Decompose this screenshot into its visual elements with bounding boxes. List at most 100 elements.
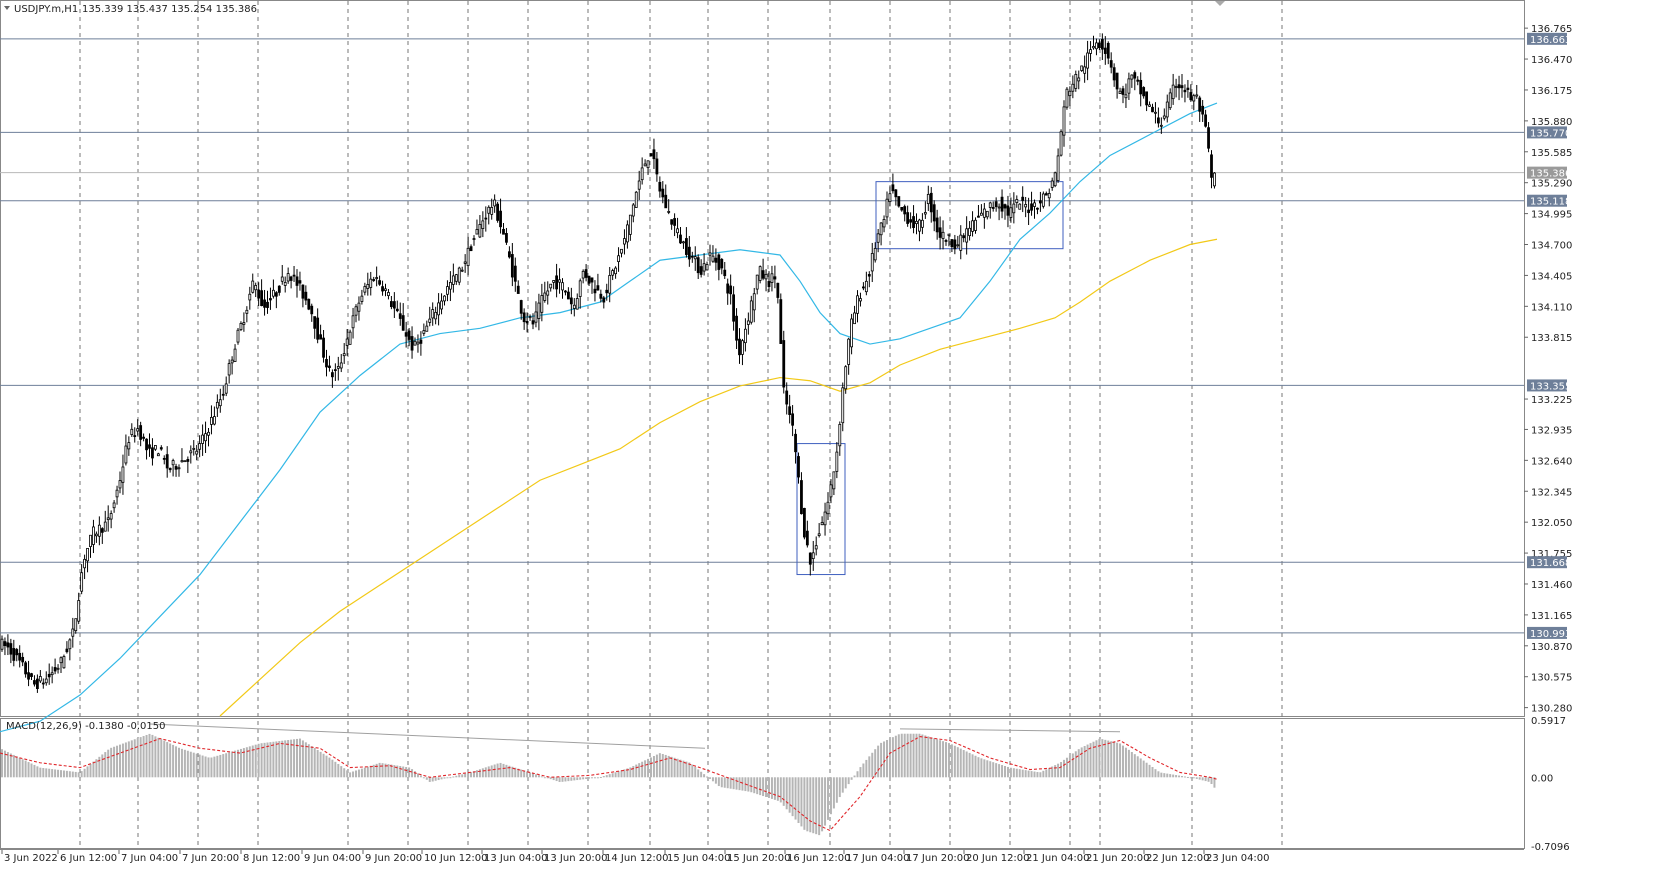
macd-histogram-bar bbox=[1068, 755, 1071, 778]
macd-histogram-bar bbox=[1124, 747, 1127, 778]
macd-histogram-bar bbox=[1122, 745, 1124, 778]
macd-histogram-bar bbox=[652, 756, 655, 778]
macd-histogram-bar bbox=[337, 763, 340, 778]
macd-histogram-bar bbox=[924, 735, 927, 778]
macd-histogram-bar bbox=[1039, 772, 1042, 778]
bull-candle bbox=[758, 266, 762, 281]
symbol-dropdown-icon[interactable] bbox=[4, 6, 10, 10]
bull-candle bbox=[617, 255, 620, 263]
bear-candle bbox=[1183, 89, 1187, 93]
macd-histogram-bar bbox=[1006, 766, 1009, 778]
bull-candle bbox=[741, 340, 744, 355]
bull-candle bbox=[608, 275, 612, 294]
macd-histogram-bar bbox=[101, 754, 104, 778]
bull-candle bbox=[38, 676, 42, 682]
macd-histogram-bar bbox=[1086, 744, 1089, 778]
bull-candle bbox=[578, 280, 582, 297]
macd-histogram-bar bbox=[1021, 769, 1024, 778]
bear-candle bbox=[909, 219, 912, 223]
macd-histogram-bar bbox=[738, 777, 741, 791]
bear-candle bbox=[805, 530, 809, 546]
bull-candle bbox=[74, 618, 78, 632]
macd-histogram-bar bbox=[484, 767, 487, 778]
macd-tick-label: 0.00 bbox=[1531, 773, 1553, 784]
bear-candle bbox=[655, 158, 659, 175]
bear-candle bbox=[679, 234, 682, 244]
bull-candle bbox=[879, 222, 883, 236]
macd-histogram-bar bbox=[1157, 771, 1160, 778]
macd-histogram-bar bbox=[794, 777, 797, 820]
macd-histogram-bar bbox=[68, 771, 71, 778]
macd-histogram-bar bbox=[673, 757, 676, 778]
macd-histogram-bar bbox=[605, 775, 608, 778]
bear-candle bbox=[803, 507, 806, 538]
bull-candle bbox=[623, 238, 626, 245]
main-panel-frame bbox=[0, 0, 1525, 717]
chart-shift-marker-icon[interactable] bbox=[1215, 1, 1225, 6]
macd-histogram-bar bbox=[355, 770, 357, 778]
macd-histogram-bar bbox=[717, 777, 720, 787]
bear-candle bbox=[1027, 209, 1030, 214]
macd-histogram-bar bbox=[505, 764, 508, 778]
macd-histogram-bar bbox=[405, 766, 408, 778]
bear-candle bbox=[3, 641, 7, 647]
macd-histogram-bar bbox=[1178, 775, 1181, 778]
macd-histogram-bar bbox=[493, 764, 496, 778]
macd-histogram-bar bbox=[933, 738, 936, 778]
bear-candle bbox=[100, 528, 104, 533]
bull-candle bbox=[941, 231, 945, 239]
macd-histogram-bar bbox=[647, 758, 650, 778]
macd-histogram-bar bbox=[667, 755, 670, 778]
bear-candle bbox=[9, 643, 13, 655]
macd-histogram-bar bbox=[685, 761, 688, 778]
bull-candle bbox=[440, 300, 443, 310]
macd-histogram-bar bbox=[1048, 767, 1051, 778]
macd-histogram-bar bbox=[1154, 769, 1157, 778]
macd-histogram-bar bbox=[169, 743, 172, 778]
bear-candle bbox=[18, 652, 22, 661]
bull-candle bbox=[109, 513, 113, 520]
bear-candle bbox=[1157, 117, 1160, 124]
macd-histogram-bar bbox=[626, 768, 629, 778]
macd-histogram-bar bbox=[360, 768, 363, 778]
bull-candle bbox=[823, 511, 827, 526]
macd-histogram-bar bbox=[567, 777, 570, 782]
bear-candle bbox=[564, 290, 567, 293]
bear-candle bbox=[1115, 72, 1119, 90]
macd-histogram-bar bbox=[514, 767, 517, 778]
bull-candle bbox=[1092, 46, 1095, 49]
bear-candle bbox=[767, 281, 771, 288]
macd-histogram-bar bbox=[1030, 771, 1033, 778]
macd-histogram-bar bbox=[121, 743, 124, 778]
macd-histogram-bar bbox=[983, 759, 986, 778]
bull-candle bbox=[856, 295, 859, 314]
bull-candle bbox=[180, 460, 184, 463]
macd-histogram-bar bbox=[281, 740, 284, 778]
bear-candle bbox=[1121, 88, 1125, 95]
bear-candle bbox=[410, 336, 414, 351]
bull-candle bbox=[971, 220, 974, 232]
bull-candle bbox=[1062, 106, 1066, 136]
macd-histogram-bar bbox=[1027, 770, 1030, 778]
macd-histogram-bar bbox=[614, 772, 617, 778]
bear-candle bbox=[469, 246, 473, 252]
macd-histogram-bar bbox=[455, 775, 458, 778]
price-tick-label: 131.165 bbox=[1531, 611, 1572, 622]
bear-candle bbox=[322, 337, 325, 358]
macd-histogram-bar bbox=[909, 733, 912, 778]
bull-candle bbox=[628, 214, 632, 235]
macd-histogram-bar bbox=[1160, 772, 1163, 778]
bull-candle bbox=[561, 282, 564, 291]
bull-candle bbox=[215, 401, 219, 409]
bull-candle bbox=[1068, 90, 1072, 97]
macd-histogram-bar bbox=[520, 769, 523, 778]
macd-histogram-bar bbox=[850, 777, 853, 780]
macd-histogram-bar bbox=[623, 769, 626, 778]
bear-candle bbox=[145, 438, 148, 451]
macd-histogram-bar bbox=[245, 747, 248, 778]
macd-histogram-bar bbox=[809, 777, 812, 833]
macd-histogram-bar bbox=[346, 770, 349, 778]
macd-histogram-bar bbox=[658, 753, 661, 778]
bull-candle bbox=[387, 292, 390, 296]
